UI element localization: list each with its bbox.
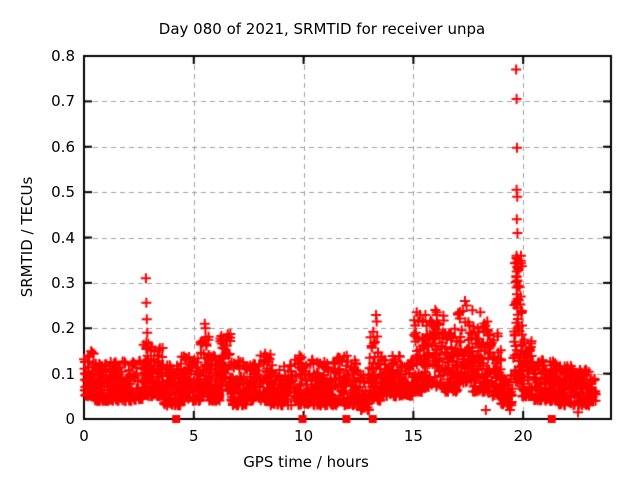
x-axis-label: GPS time / hours [243, 453, 369, 471]
